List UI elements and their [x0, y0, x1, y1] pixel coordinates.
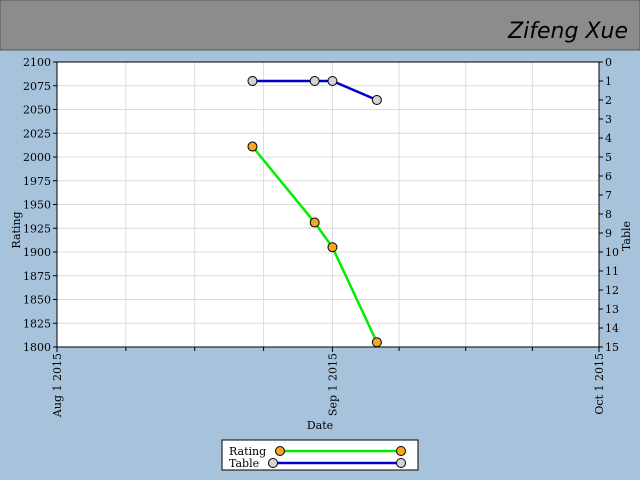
series-line [252, 79, 378, 102]
y2-tick-label: 0 [605, 56, 612, 69]
y-tick-label: 2100 [23, 56, 51, 69]
point [371, 95, 382, 105]
y-tick-label: 1875 [23, 270, 51, 283]
legend-label: Rating [229, 445, 266, 458]
x-axis-title: Date [307, 419, 333, 432]
y-tick-label: 1825 [23, 317, 51, 330]
point [371, 337, 382, 348]
y2-tick-label: 5 [605, 151, 612, 164]
x-tick-label: Oct 1 2015 [593, 353, 606, 415]
y2-tick-label: 8 [605, 208, 612, 221]
series-line [251, 145, 379, 343]
point [327, 242, 338, 253]
y-tick-label: 1975 [23, 175, 51, 188]
y-tick-label: 1800 [23, 341, 51, 354]
y-tick-label: 2025 [23, 127, 51, 140]
legend-marker [275, 446, 285, 456]
y2-tick-label: 14 [605, 322, 619, 335]
legend-marker [268, 458, 278, 468]
y-tick-label: 1925 [23, 222, 51, 235]
legend-marker [396, 458, 406, 468]
y2-tick-label: 12 [605, 284, 619, 297]
header-bar [0, 0, 640, 51]
y2-tick-label: 9 [605, 227, 612, 240]
y-tick-label: 2050 [23, 104, 51, 117]
point [309, 217, 320, 228]
legend [221, 439, 419, 471]
y2-tick-label: 15 [605, 341, 619, 354]
point [309, 76, 320, 86]
point [247, 141, 258, 152]
y2-tick-label: 10 [605, 246, 619, 259]
y2-tick-label: 13 [605, 303, 619, 316]
y-tick-label: 1950 [23, 199, 51, 212]
y-tick-label: 2000 [23, 151, 51, 164]
x-tick-label: Aug 1 2015 [51, 353, 64, 418]
y2-tick-label: 1 [605, 75, 612, 88]
y2-tick-label: 4 [605, 132, 612, 145]
plot-border [56, 61, 600, 348]
y2-axis-title: Table [620, 221, 633, 251]
point [327, 76, 338, 86]
y2-tick-label: 6 [605, 170, 612, 183]
y-tick-label: 1900 [23, 246, 51, 259]
user-name: Zifeng Xue [507, 19, 628, 44]
y2-tick-label: 3 [605, 113, 612, 126]
y2-tick-label: 2 [605, 94, 612, 107]
y-axis-title: Rating [10, 211, 23, 248]
y2-tick-label: 11 [605, 265, 619, 278]
point [247, 76, 258, 86]
legend-marker [396, 446, 406, 456]
y-tick-label: 2075 [23, 80, 51, 93]
legend-label: Table [229, 457, 259, 470]
y2-tick-label: 7 [605, 189, 612, 202]
y-tick-label: 1850 [23, 294, 51, 307]
x-tick-label: Sep 1 2015 [326, 353, 339, 416]
